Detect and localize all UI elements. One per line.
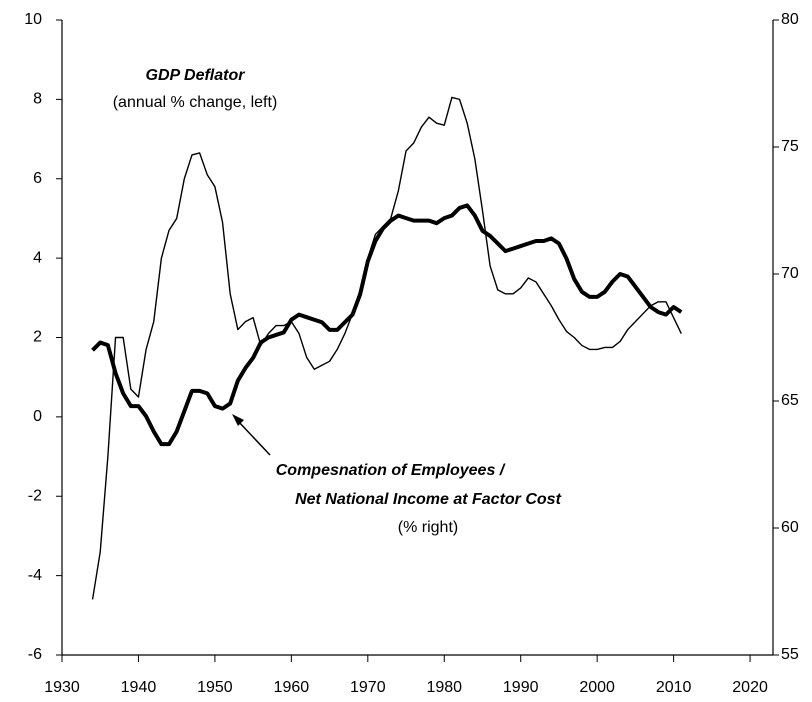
- y-tick-label: 2: [33, 329, 42, 346]
- arrow: [232, 414, 271, 456]
- x-tick-label: 1950: [197, 679, 233, 696]
- y2-tick-label: 65: [781, 392, 799, 409]
- y-tick-label: 0: [33, 408, 42, 425]
- y-tick-label: 8: [33, 91, 42, 108]
- x-tick-label: 1970: [350, 679, 386, 696]
- line-series: [91, 203, 683, 447]
- x-tick-label: 1940: [121, 679, 157, 696]
- x-tick-label: 1930: [44, 679, 80, 696]
- y-tick-label: -2: [28, 487, 42, 504]
- y2-tick-label: 70: [781, 265, 799, 282]
- y2-tick-label: 80: [781, 11, 799, 28]
- x-tick-label: 1960: [274, 679, 310, 696]
- y2-tick-label: 60: [781, 519, 799, 536]
- y-tick-label: -4: [28, 567, 42, 584]
- x-tick-label: 1980: [426, 679, 462, 696]
- y-tick-label: 10: [24, 11, 42, 28]
- annotation: (annual % change, left): [113, 94, 278, 111]
- axes: [61, 20, 774, 656]
- y2-tick-label: 55: [781, 646, 799, 663]
- annotation: (% right): [398, 519, 458, 536]
- annotation: Net National Income at Factor Cost: [295, 491, 561, 508]
- y-tick-label: 6: [33, 170, 42, 187]
- x-tick-label: 1990: [503, 679, 539, 696]
- x-tick-label: 2020: [732, 679, 768, 696]
- line-series: [91, 96, 682, 600]
- y2-tick-label: 75: [781, 138, 799, 155]
- y-tick-label: 4: [33, 249, 42, 266]
- annotation: Compesnation of Employees /: [276, 462, 506, 479]
- annotation: GDP Deflator: [146, 67, 246, 84]
- x-tick-label: 2000: [579, 679, 615, 696]
- x-tick-label: 2010: [656, 679, 692, 696]
- y-tick-label: -6: [28, 646, 42, 663]
